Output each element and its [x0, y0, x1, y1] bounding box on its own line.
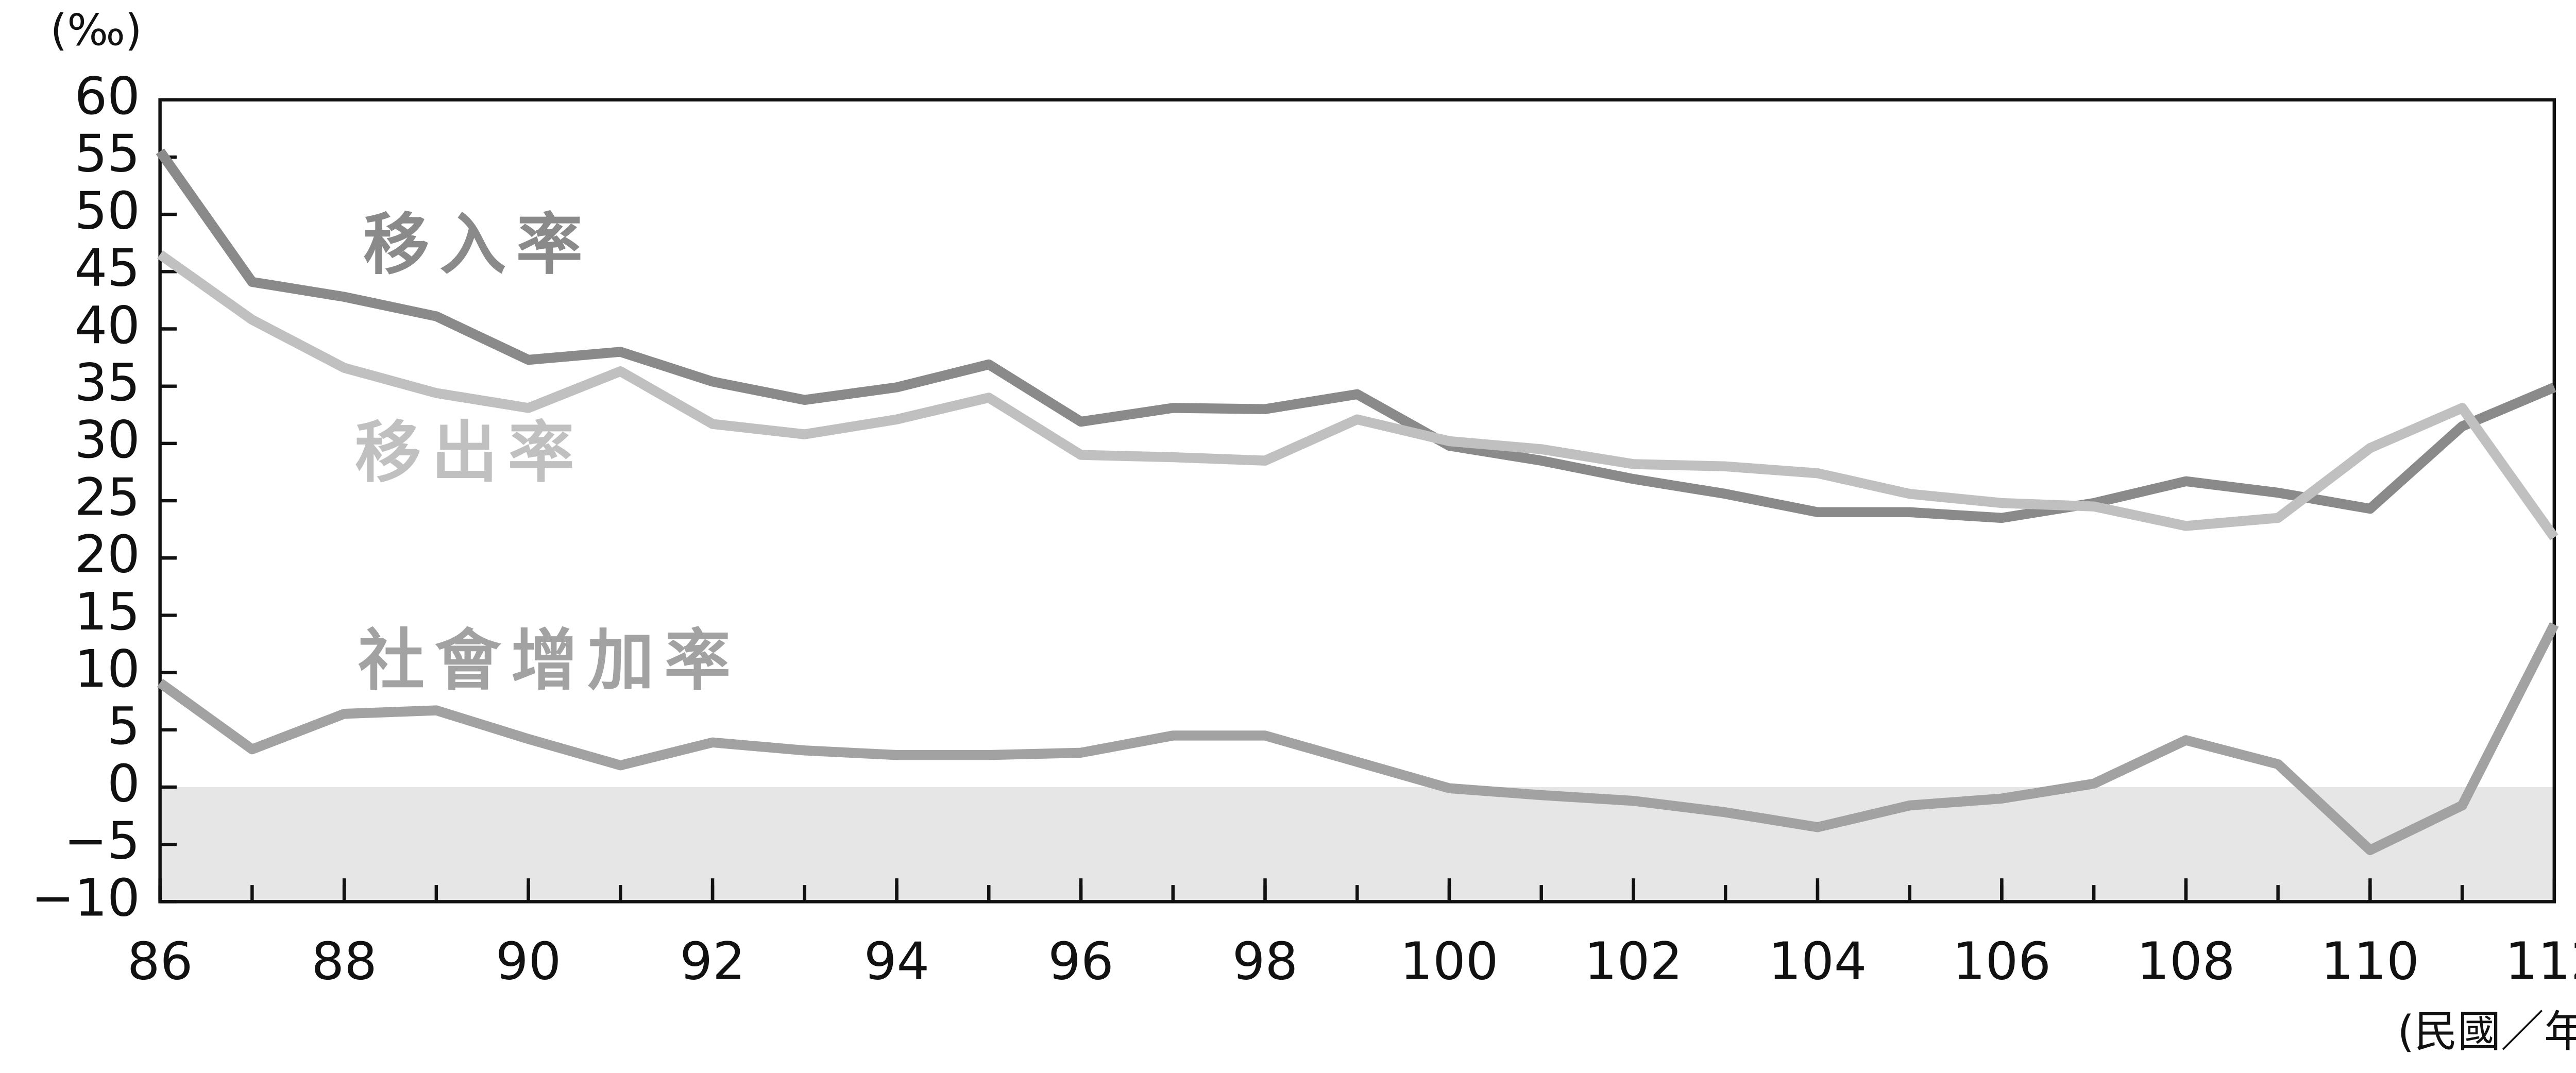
series-label: 移出率	[354, 414, 584, 491]
x-tick-label: 100	[1400, 931, 1498, 991]
y-tick-label: 20	[74, 524, 140, 585]
x-tick-label: 96	[1048, 931, 1113, 991]
plot-frame	[158, 98, 2556, 904]
y-tick-label: 55	[74, 123, 140, 183]
series-line	[157, 250, 2558, 540]
series-line	[156, 148, 2556, 523]
y-tick-label: 25	[74, 467, 140, 527]
x-tick-label: 108	[2137, 931, 2235, 991]
y-tick-label: 30	[74, 410, 140, 470]
x-tick-label: 110	[2321, 931, 2419, 991]
y-tick-label: −10	[31, 868, 140, 928]
y-tick-label: 0	[107, 753, 140, 813]
y-tick-label: 60	[74, 66, 140, 126]
x-tick-label: 106	[1953, 931, 2051, 991]
series-label: 社會增加率	[358, 622, 741, 700]
y-tick-label: 45	[74, 238, 140, 298]
series-label: 移入率	[363, 207, 593, 284]
y-tick-label: 5	[107, 696, 140, 756]
x-tick-label: 104	[1768, 931, 1867, 991]
x-tick-label: 92	[680, 931, 745, 991]
series-line	[157, 622, 2559, 855]
y-tick-label: −5	[64, 811, 140, 871]
x-tick-label: 94	[864, 931, 929, 991]
y-tick-label: 15	[74, 582, 140, 642]
negative-region	[160, 787, 2554, 902]
x-tick-label: 112	[2505, 931, 2576, 991]
y-tick-label: 50	[74, 180, 140, 241]
y-tick-label: 10	[74, 639, 140, 699]
x-tick-label: 102	[1584, 931, 1683, 991]
y-axis-unit: (‰)	[50, 5, 142, 56]
y-tick-label: 35	[74, 352, 140, 413]
x-tick-label: 98	[1232, 931, 1298, 991]
x-tick-label: 90	[496, 931, 561, 991]
x-tick-label: 88	[311, 931, 377, 991]
y-tick-label: 40	[74, 295, 140, 355]
x-tick-label: 86	[127, 931, 193, 991]
x-axis-unit: (民國／年)	[2397, 1007, 2576, 1057]
